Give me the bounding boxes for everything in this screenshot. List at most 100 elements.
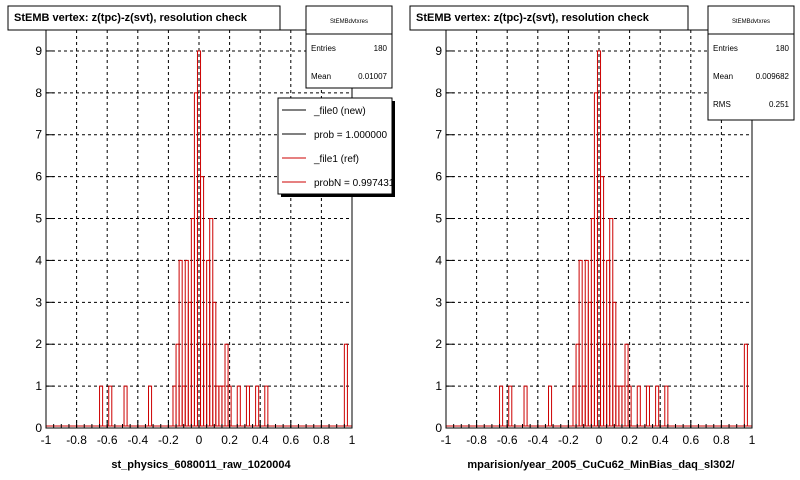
title-box [409,5,689,31]
histogram-bin [508,385,513,427]
x-tick-label: 0.2 [621,433,638,447]
legend-frame [277,97,393,195]
histogram-bin [624,343,629,427]
chart-title: StEMB vertex: z(tpc)-z(svt), resolution … [14,12,248,24]
histogram-bin [645,385,650,427]
stats-label: Mean [713,72,733,81]
x-tick-label: 0.2 [221,433,238,447]
x-tick-label: -0.2 [158,433,179,447]
stats-label: Mean [311,72,331,81]
chart-panel-2: -1 -0.8 -0.6 -0.4 -0.2 0 0.2 0.4 0.6 0.8 1 0 1 2 3 4 5 6 7… [409,5,795,471]
y-tick-label: 3 [435,295,442,309]
x-tick-label: 0.8 [713,433,730,447]
x-tick-label: -0.4 [527,433,548,447]
y-tick-label: 1 [435,379,442,393]
x-tick-label: -0.2 [558,433,579,447]
stats-box: StEMBdvtxres Entries 180 Mean 0.009682 RMS 0.2… [707,5,795,121]
stats-value: 180 [374,44,388,53]
histogram-bin [245,385,250,427]
x-tick-label: -1 [41,433,52,447]
x-tick-label: -0.4 [127,433,148,447]
x-tick-label: 0.6 [282,433,299,447]
y-axis: 0 1 2 3 4 5 6 7 8 9 [435,44,454,435]
y-tick-label: 0 [35,421,42,435]
legend-label: _file1 (ref) [313,154,359,165]
x-tick-label: -1 [441,433,452,447]
y-tick-label: 0 [435,421,442,435]
grid-lines [446,30,752,428]
histogram-bin [123,385,128,427]
histogram-bin [255,385,260,427]
x-tick-label: 0 [596,433,603,447]
y-tick-label: 5 [35,212,42,226]
histogram-series [446,50,752,427]
histogram-bin [200,176,205,427]
histogram-bin [343,343,348,427]
x-axis: -1 -0.8 -0.6 -0.4 -0.2 0 0.2 0.4 0.6 0.8 1 [41,420,356,447]
y-tick-label: 6 [35,170,42,184]
histogram-bin [236,385,241,427]
stats-label: Entries [713,44,738,53]
histogram-bin [523,385,528,427]
x-tick-label: 1 [749,433,756,447]
y-tick-label: 8 [35,86,42,100]
histogram-bin [636,385,641,427]
histogram-bin [108,385,113,427]
stats-name: StEMBdvtxres [330,19,368,25]
chart-panel-1: -1 -0.8 -0.6 -0.4 -0.2 0 0.2 0.4 0.6 0.8 1 0 1 2 3 4 5 6 7… [7,5,395,471]
stats-value: 0.251 [769,100,790,109]
legend-entries: _file0 (new) prob = 1.000000 _file1 (ref) p… [282,106,395,189]
stats-value: 0.009682 [756,72,790,81]
y-tick-label: 2 [35,337,42,351]
x-tick-label: -0.6 [497,433,518,447]
x-tick-label: -0.8 [466,433,487,447]
x-tick-label: 0.8 [313,433,330,447]
legend: _file0 (new) prob = 1.000000 _file1 (ref) p… [277,97,395,197]
y-tick-label: 6 [435,170,442,184]
y-tick-label: 7 [435,128,442,142]
stats-name: StEMBdvtxres [732,19,770,25]
histogram-bin [178,259,183,427]
histogram-bin [224,343,229,427]
histogram-bin [664,385,669,427]
legend-label: prob = 1.000000 [314,130,388,141]
x-axis-title: mparision/year_2005_CuCu62_MinBias_daq_s… [467,459,734,471]
x-tick-label: -0.8 [66,433,87,447]
histogram-bin [548,385,553,427]
y-tick-label: 8 [435,86,442,100]
stats-label: Entries [311,44,336,53]
histogram-bin [148,385,153,427]
histogram-bin [743,343,748,427]
x-tick-label: 0.4 [252,433,269,447]
x-axis: -1 -0.8 -0.6 -0.4 -0.2 0 0.2 0.4 0.6 0.8 1 [441,420,756,447]
stats-frame [305,5,393,89]
title-box [7,5,281,31]
y-tick-label: 7 [35,128,42,142]
y-tick-label: 5 [435,212,442,226]
stats-value: 0.01007 [358,72,387,81]
y-tick-label: 4 [35,253,42,267]
histogram-bin [600,176,605,427]
legend-label: _file0 (new) [313,106,366,117]
x-tick-label: 1 [349,433,356,447]
histogram-bin [499,385,504,427]
histogram-bin [578,259,583,427]
y-tick-label: 3 [35,295,42,309]
x-tick-label: -0.6 [97,433,118,447]
histogram-bin [264,385,269,427]
grid-lines [46,30,352,428]
stats-frame [707,5,795,121]
chart-title: StEMB vertex: z(tpc)-z(svt), resolution … [416,12,650,24]
histogram-bin [99,385,104,427]
y-tick-label: 2 [435,337,442,351]
x-tick-label: 0.6 [682,433,699,447]
x-tick-label: 0 [196,433,203,447]
x-axis-title: st_physics_6080011_raw_1020004 [111,459,291,471]
y-tick-label: 1 [35,379,42,393]
stats-label: RMS [713,100,731,109]
stats-value: 180 [776,44,790,53]
legend-label: probN = 0.997431 [314,178,395,189]
x-tick-label: 0.4 [652,433,669,447]
y-tick-label: 4 [435,253,442,267]
